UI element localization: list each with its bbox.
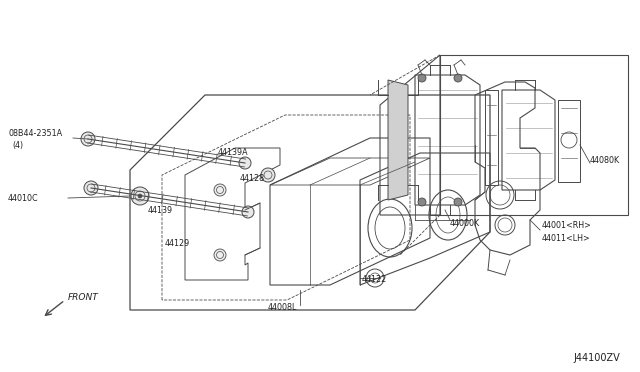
Text: FRONT: FRONT <box>68 294 99 302</box>
Text: (4): (4) <box>12 141 23 150</box>
Circle shape <box>242 206 254 218</box>
Circle shape <box>239 157 251 169</box>
Circle shape <box>214 249 226 261</box>
Circle shape <box>131 187 149 205</box>
Circle shape <box>261 168 275 182</box>
Circle shape <box>84 181 98 195</box>
Circle shape <box>214 184 226 196</box>
Circle shape <box>138 194 142 198</box>
Text: 44010C: 44010C <box>8 193 38 202</box>
Text: 44011<LH>: 44011<LH> <box>542 234 591 243</box>
Text: 44080K: 44080K <box>590 155 620 164</box>
Text: 44129: 44129 <box>165 238 190 247</box>
Text: 44122: 44122 <box>362 276 387 285</box>
Circle shape <box>418 198 426 206</box>
Text: 44008L: 44008L <box>268 304 298 312</box>
Text: J44100ZV: J44100ZV <box>573 353 620 363</box>
Text: 44139: 44139 <box>148 205 173 215</box>
Circle shape <box>81 132 95 146</box>
Polygon shape <box>388 80 408 200</box>
Circle shape <box>454 74 462 82</box>
Circle shape <box>454 198 462 206</box>
Text: 44128: 44128 <box>240 173 265 183</box>
Text: 44001<RH>: 44001<RH> <box>542 221 592 230</box>
Text: 44139A: 44139A <box>218 148 248 157</box>
Text: 44000K: 44000K <box>450 218 480 228</box>
Circle shape <box>418 74 426 82</box>
Text: 08B44-2351A: 08B44-2351A <box>8 128 62 138</box>
